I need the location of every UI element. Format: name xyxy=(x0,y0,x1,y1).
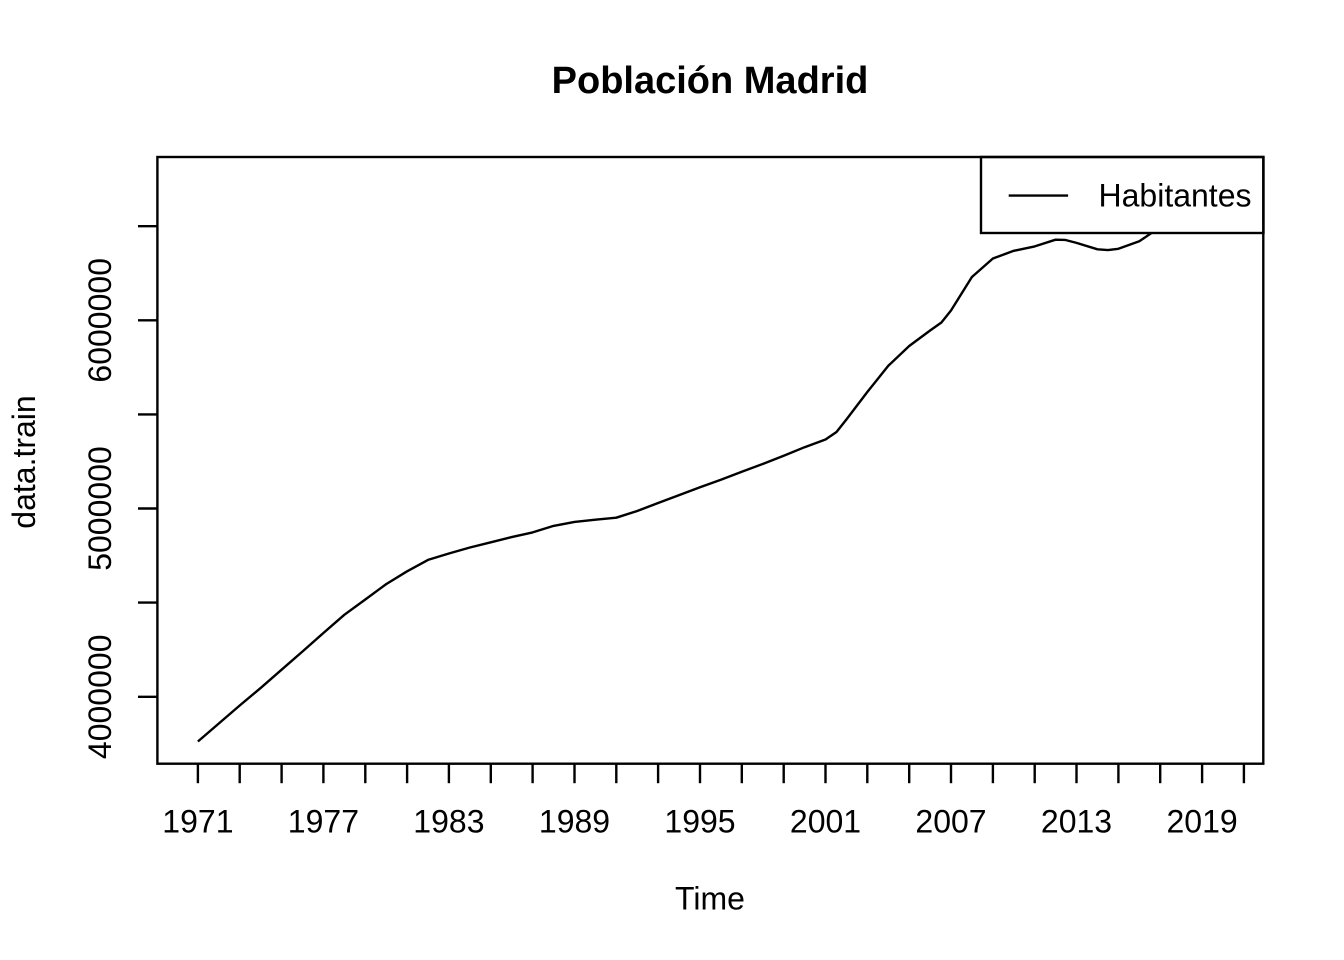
svg-text:data.train: data.train xyxy=(6,395,42,528)
svg-text:2013: 2013 xyxy=(1041,804,1112,840)
svg-text:2019: 2019 xyxy=(1167,804,1238,840)
svg-text:1977: 1977 xyxy=(288,804,359,840)
svg-text:2001: 2001 xyxy=(790,804,861,840)
svg-text:Población Madrid: Población Madrid xyxy=(552,60,869,102)
svg-text:4000000: 4000000 xyxy=(82,635,118,760)
svg-text:1983: 1983 xyxy=(413,804,484,840)
svg-text:Time: Time xyxy=(675,881,745,917)
svg-text:5000000: 5000000 xyxy=(82,446,118,571)
svg-text:1971: 1971 xyxy=(162,804,233,840)
svg-text:2007: 2007 xyxy=(915,804,986,840)
svg-text:Habitantes: Habitantes xyxy=(1099,177,1252,213)
svg-text:1995: 1995 xyxy=(664,804,735,840)
svg-text:1989: 1989 xyxy=(539,804,610,840)
svg-text:6000000: 6000000 xyxy=(82,258,118,383)
